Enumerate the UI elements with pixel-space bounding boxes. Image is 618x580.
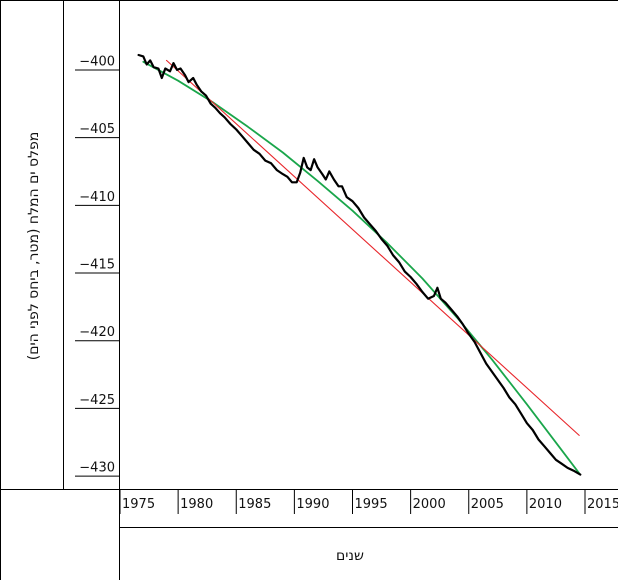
x-tick-label: 1975 [122,497,155,512]
y-tick-label: −420 [79,325,115,340]
y-tick-label: −430 [79,461,115,476]
y-axis-title: מפלס ים המלח (מטר, ביחס לפני הים) [26,132,42,361]
x-tick-label: 1995 [355,497,388,512]
y-tick-label: −415 [79,258,115,273]
y-tick-label: −405 [79,122,115,137]
x-axis-ticks: 1975 1980 1985 1990 1995 2000 2005 2010 2015 [119,489,618,514]
plot-area [137,53,582,476]
y-tick-label: −425 [79,393,115,408]
series-line-observed [137,53,582,476]
series-line-trend-linear [165,59,580,436]
x-tick-label: 2000 [413,497,446,512]
series-line-trend-quadratic [142,60,581,475]
y-axis-ticks: −400 −405 −410 −415 −420 −425 −430 [75,54,119,477]
y-tick-label: −400 [79,54,115,69]
x-tick-label: 1980 [180,497,213,512]
y-tick-label: −410 [79,190,115,205]
x-axis-title: שנים [336,548,364,564]
x-tick-label: 1990 [296,497,329,512]
x-tick-label: 2010 [529,497,562,512]
x-tick-label: 2005 [471,497,504,512]
x-tick-label: 2015 [587,497,618,512]
x-tick-label: 1985 [238,497,271,512]
